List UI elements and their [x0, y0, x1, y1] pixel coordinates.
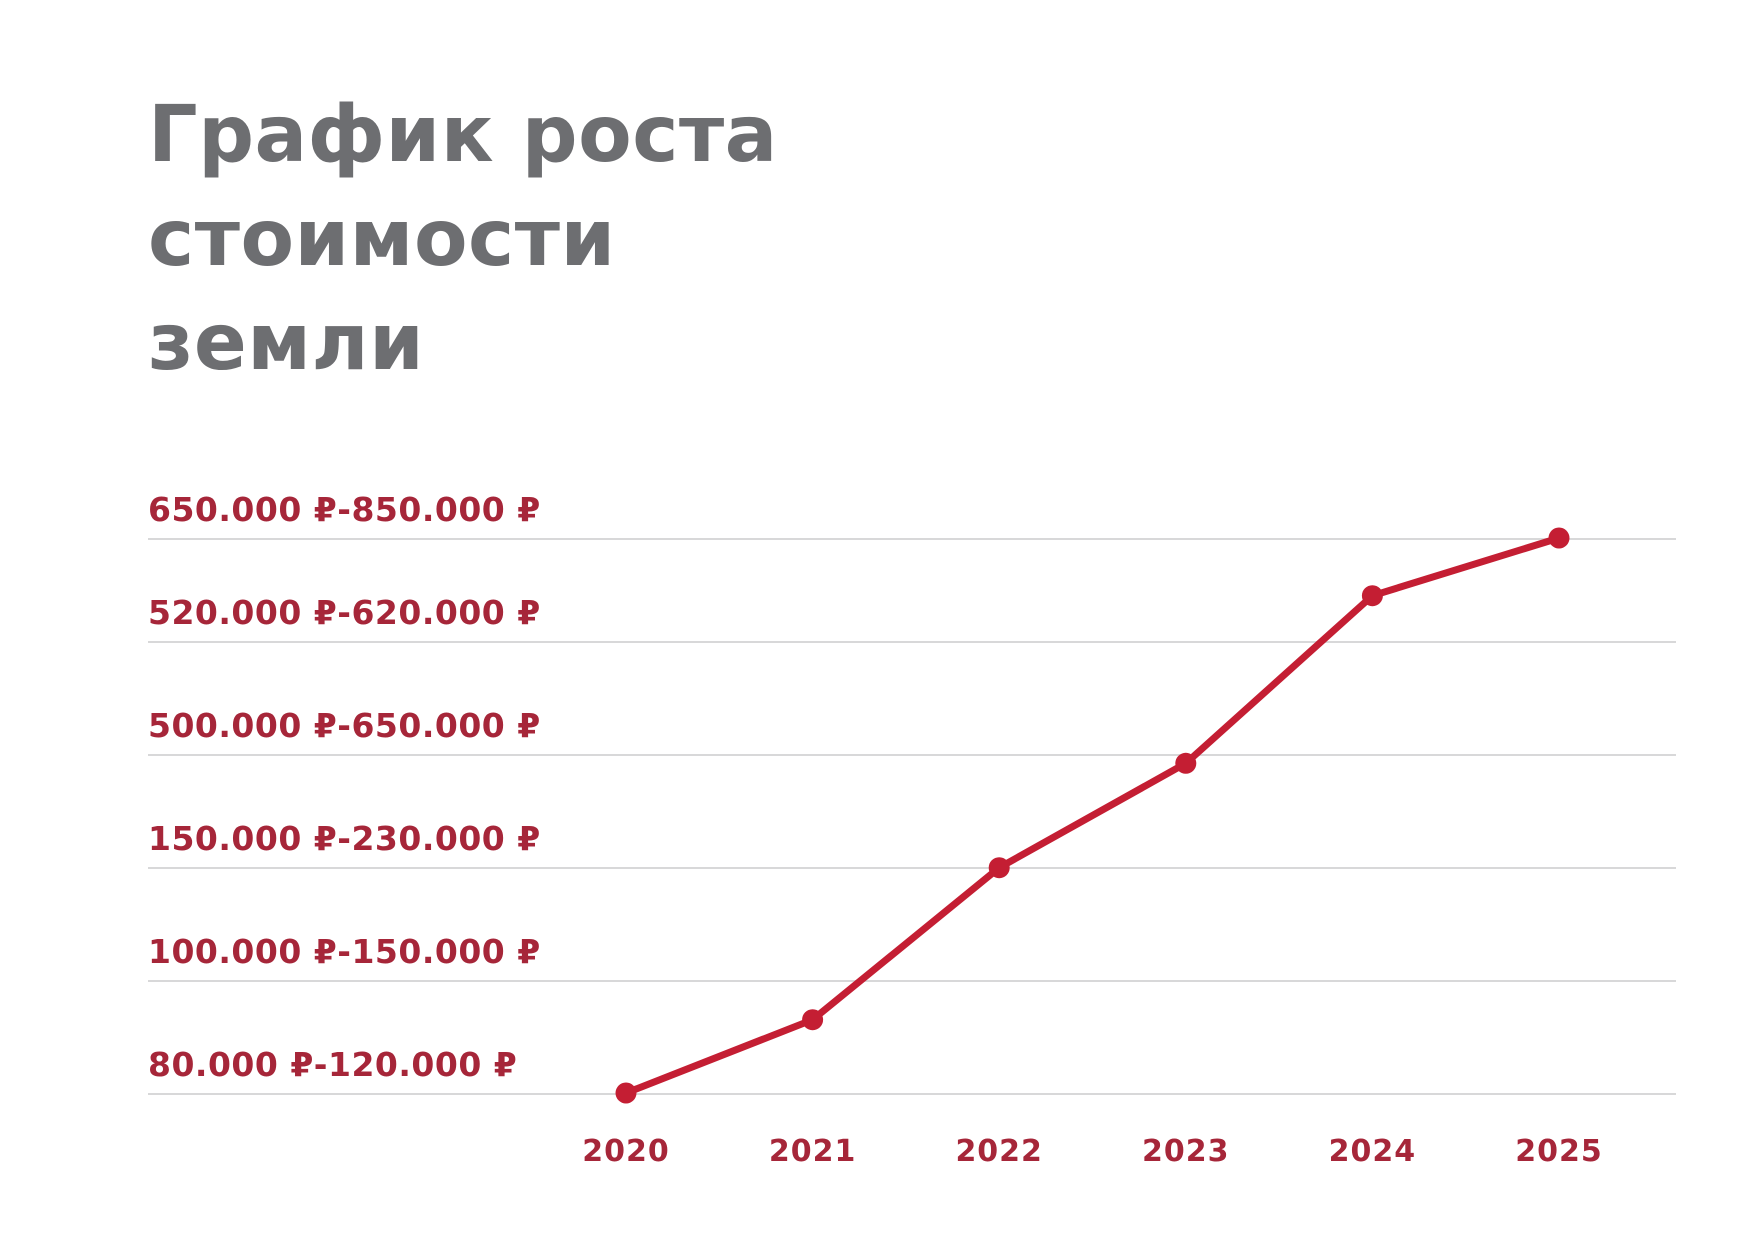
- y-axis-range-label: 500.000 ₽-650.000 ₽: [148, 706, 541, 745]
- x-axis-year-label: 2025: [1515, 1134, 1603, 1169]
- price-growth-line: [624, 534, 1561, 1097]
- y-axis-range-label: 520.000 ₽-620.000 ₽: [148, 593, 541, 632]
- x-axis-year-label: 2023: [1142, 1134, 1230, 1169]
- gridline: [148, 980, 1676, 982]
- data-point-marker: [1361, 585, 1383, 607]
- page-title-line-1: График роста: [148, 90, 778, 180]
- page-title: График роста стоимости земли: [148, 83, 778, 395]
- data-point-marker: [615, 1082, 637, 1104]
- y-axis-range-label: 100.000 ₽-150.000 ₽: [148, 932, 541, 971]
- x-axis-year-label: 2022: [955, 1134, 1043, 1169]
- x-axis-year-label: 2021: [768, 1134, 857, 1169]
- page-title-line-3: земли: [148, 298, 425, 388]
- gridline: [148, 641, 1676, 643]
- gridline: [148, 1093, 1676, 1095]
- page-title-line-2: стоимости: [148, 194, 616, 284]
- data-point-marker: [988, 857, 1010, 879]
- x-axis-year-label: 2024: [1328, 1134, 1417, 1169]
- gridline: [148, 867, 1676, 869]
- y-axis-range-label: 80.000 ₽-120.000 ₽: [148, 1045, 518, 1084]
- data-point-marker: [1175, 752, 1197, 774]
- gridline: [148, 538, 1676, 540]
- data-point-marker: [802, 1009, 824, 1031]
- data-point-marker: [1548, 527, 1570, 549]
- x-axis-year-label: 2020: [582, 1134, 670, 1169]
- gridline: [148, 754, 1676, 756]
- y-axis-range-label: 650.000 ₽-850.000 ₽: [148, 490, 541, 529]
- y-axis-range-label: 150.000 ₽-230.000 ₽: [148, 819, 541, 858]
